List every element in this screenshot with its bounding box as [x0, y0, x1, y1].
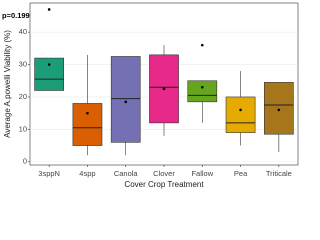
- y-tick-label: 0: [23, 157, 27, 166]
- box: [149, 54, 179, 124]
- x-tick-label: Triticale: [266, 169, 292, 178]
- x-tick-label: 3sppN: [38, 169, 60, 178]
- chart: Average A.powelli Viability (%) Cover Cr…: [2, 2, 299, 189]
- mean-point: [277, 108, 281, 112]
- mean-point: [124, 100, 128, 104]
- y-tick-label: 40: [19, 27, 27, 36]
- y-tick-label: 20: [19, 92, 27, 101]
- y-tick-label: 10: [19, 124, 27, 133]
- mean-point: [47, 63, 51, 66]
- x-axis-title: Cover Crop Treatment: [124, 180, 204, 189]
- box: [72, 103, 103, 146]
- mean-point: [162, 87, 166, 91]
- y-tick-label: 30: [19, 60, 27, 69]
- mean-point: [86, 111, 89, 115]
- annotation: p=0.199: [2, 11, 30, 20]
- x-tick-label: 4spp: [79, 169, 95, 178]
- box: [187, 80, 218, 103]
- box: [34, 57, 64, 91]
- mean-point: [239, 108, 242, 112]
- y-axis-title: Average A.powelli Viability (%): [3, 30, 12, 138]
- outlier: [200, 43, 204, 47]
- mean-point: [200, 85, 204, 89]
- x-tick-label: Fallow: [191, 169, 213, 178]
- x-tick-label: Clover: [153, 169, 175, 178]
- outlier: [47, 8, 51, 11]
- x-tick-label: Canola: [114, 169, 139, 178]
- box: [225, 96, 256, 133]
- x-tick-label: Pea: [234, 169, 248, 178]
- box: [110, 56, 141, 143]
- box: [264, 82, 294, 135]
